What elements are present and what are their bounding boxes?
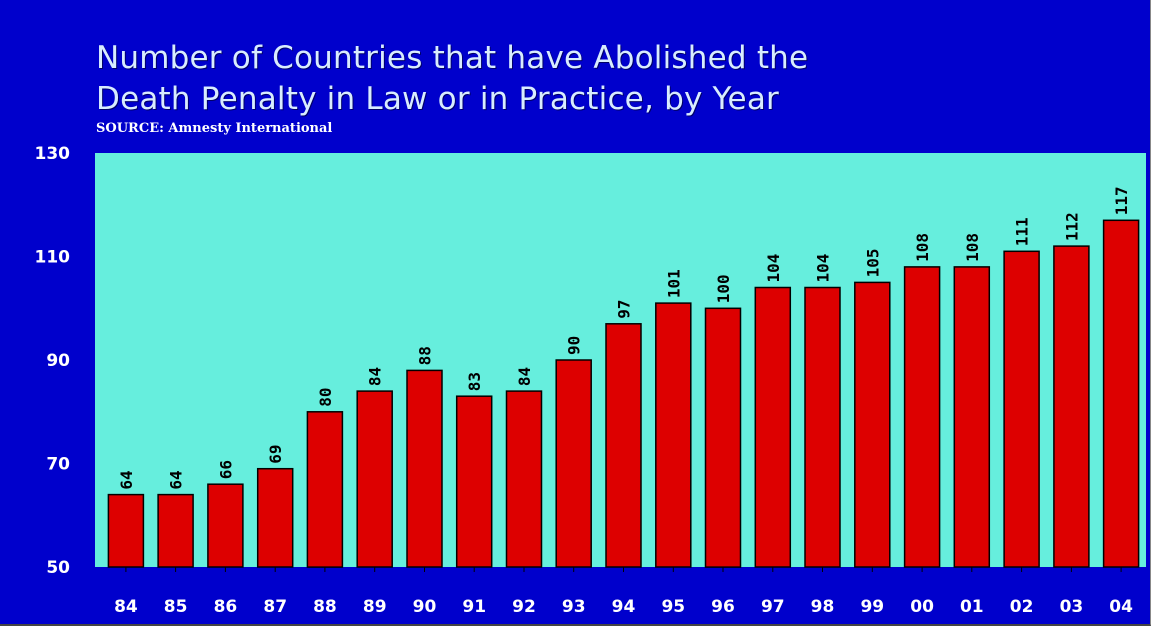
bar-02 [1003,250,1040,568]
x-tick-label: 01 [960,597,984,617]
bar-01 [953,266,991,568]
data-label-97: 104 [764,254,783,283]
x-tick-label: 02 [1010,597,1034,617]
x-tick-label: 93 [562,597,586,617]
x-tick-label: 99 [860,597,884,617]
data-label-90: 88 [416,346,435,365]
y-tick-label: 70 [46,455,70,475]
x-tick-label: 91 [462,597,486,617]
data-labels-group: 64 64 66 69 80 84 88 83 84 90 97 101 100 104 104 105 108… [117,186,1131,489]
data-label-91: 83 [465,372,484,391]
x-tick-label: 92 [512,597,536,617]
data-label-93: 90 [565,336,584,355]
chart-title-line-1: Number of Countries that have Abolished … [96,40,809,76]
x-tick-label: 88 [313,597,337,617]
x-tick-label: 00 [910,597,934,617]
bar-94 [605,323,642,568]
bar-87 [256,467,294,568]
chart-source: SOURCE: Amnesty International [96,121,333,136]
y-axis: 50 70 90 110 130 [35,144,71,578]
x-tick-label: 95 [661,597,685,617]
bar-92 [505,390,543,568]
data-label-99: 105 [863,248,882,277]
x-tick-label: 94 [612,597,636,617]
bar-84 [107,493,145,568]
x-tick-label: 90 [413,597,437,617]
bar-88 [306,411,344,568]
data-label-03: 112 [1062,212,1081,241]
x-tick-label: 96 [711,597,735,617]
bar-91 [455,395,493,568]
data-label-98: 104 [814,254,833,283]
bar-96 [704,307,742,568]
data-label-84: 64 [117,470,136,489]
bar-89 [356,390,393,568]
data-label-01: 108 [963,233,982,262]
bar-86 [207,483,244,568]
y-tick-label: 50 [46,558,70,578]
data-label-86: 66 [216,460,235,479]
x-tick-label: 84 [114,597,138,617]
y-tick-label: 130 [35,144,71,164]
bar-98 [804,286,841,568]
bar-04 [1102,219,1140,568]
x-tick-label: 97 [761,597,785,617]
bar-85 [157,493,194,568]
x-tick-label: 04 [1109,597,1133,617]
data-label-02: 111 [1013,217,1032,246]
data-label-87: 69 [266,444,285,463]
x-tick-label: 85 [164,597,188,617]
data-label-96: 100 [714,274,733,303]
x-tick-label: 03 [1060,597,1084,617]
bar-93 [555,359,592,568]
data-label-94: 97 [615,300,634,319]
chart-title: Number of Countries that have Abolished … [96,38,808,120]
x-axis: 84 85 86 87 88 89 90 91 92 93 94 95 96 97 98 99 00 01 02 03… [114,567,1133,617]
chart-title-line-2: Death Penalty in Law or in Practice, by … [96,81,779,117]
bar-03 [1053,245,1090,568]
data-label-85: 64 [167,470,186,489]
data-label-92: 84 [515,367,534,386]
data-label-89: 84 [366,367,385,386]
y-tick-label: 110 [35,248,71,268]
data-label-04: 117 [1112,186,1131,215]
bar-95 [655,302,692,568]
data-label-88: 80 [316,388,335,407]
data-label-00: 108 [913,233,932,262]
x-tick-label: 87 [263,597,287,617]
x-tick-label: 86 [214,597,238,617]
bar-97 [754,286,792,568]
x-tick-label: 98 [811,597,835,617]
bar-90 [406,369,443,568]
y-tick-label: 90 [46,351,70,371]
x-tick-label: 89 [363,597,387,617]
bar-99 [854,281,891,568]
bar-00 [903,266,941,568]
data-label-95: 101 [664,269,683,298]
